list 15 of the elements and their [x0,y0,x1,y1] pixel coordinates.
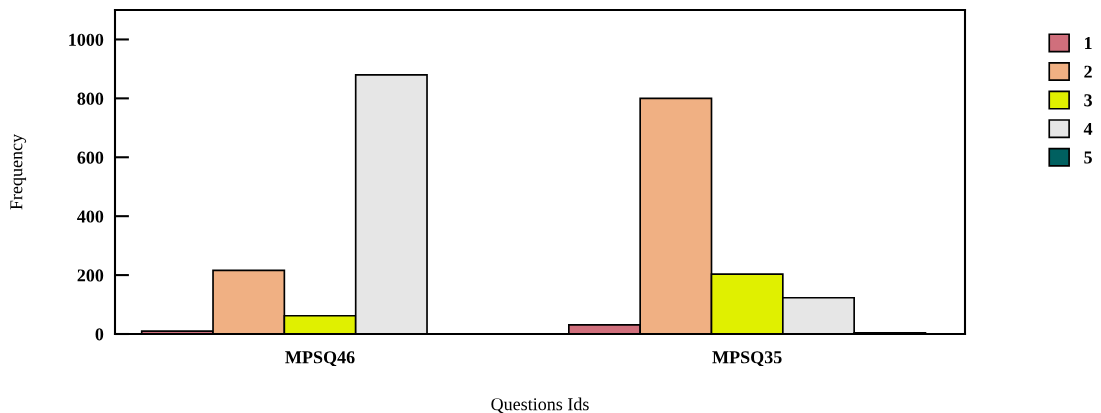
y-tick-label: 400 [77,210,104,223]
legend-label: 4 [1083,122,1093,135]
legend-label: 5 [1084,151,1092,164]
y-axis-title: Frequency [10,133,27,210]
x-tick-label: MPSQ35 [712,351,782,367]
x-axis-title: Questions Ids [491,397,589,413]
legend-label: 1 [1085,37,1092,50]
y-tick-label: 600 [77,151,104,164]
legend-label: 2 [1084,65,1092,78]
y-tick-label: 1000 [69,33,104,46]
y-tick-label: 800 [77,92,104,105]
x-tick-label: MPSQ46 [285,351,355,367]
y-tick-label: 200 [77,269,104,282]
legend-label: 3 [1084,94,1092,107]
y-tick-label: 0 [95,328,104,341]
